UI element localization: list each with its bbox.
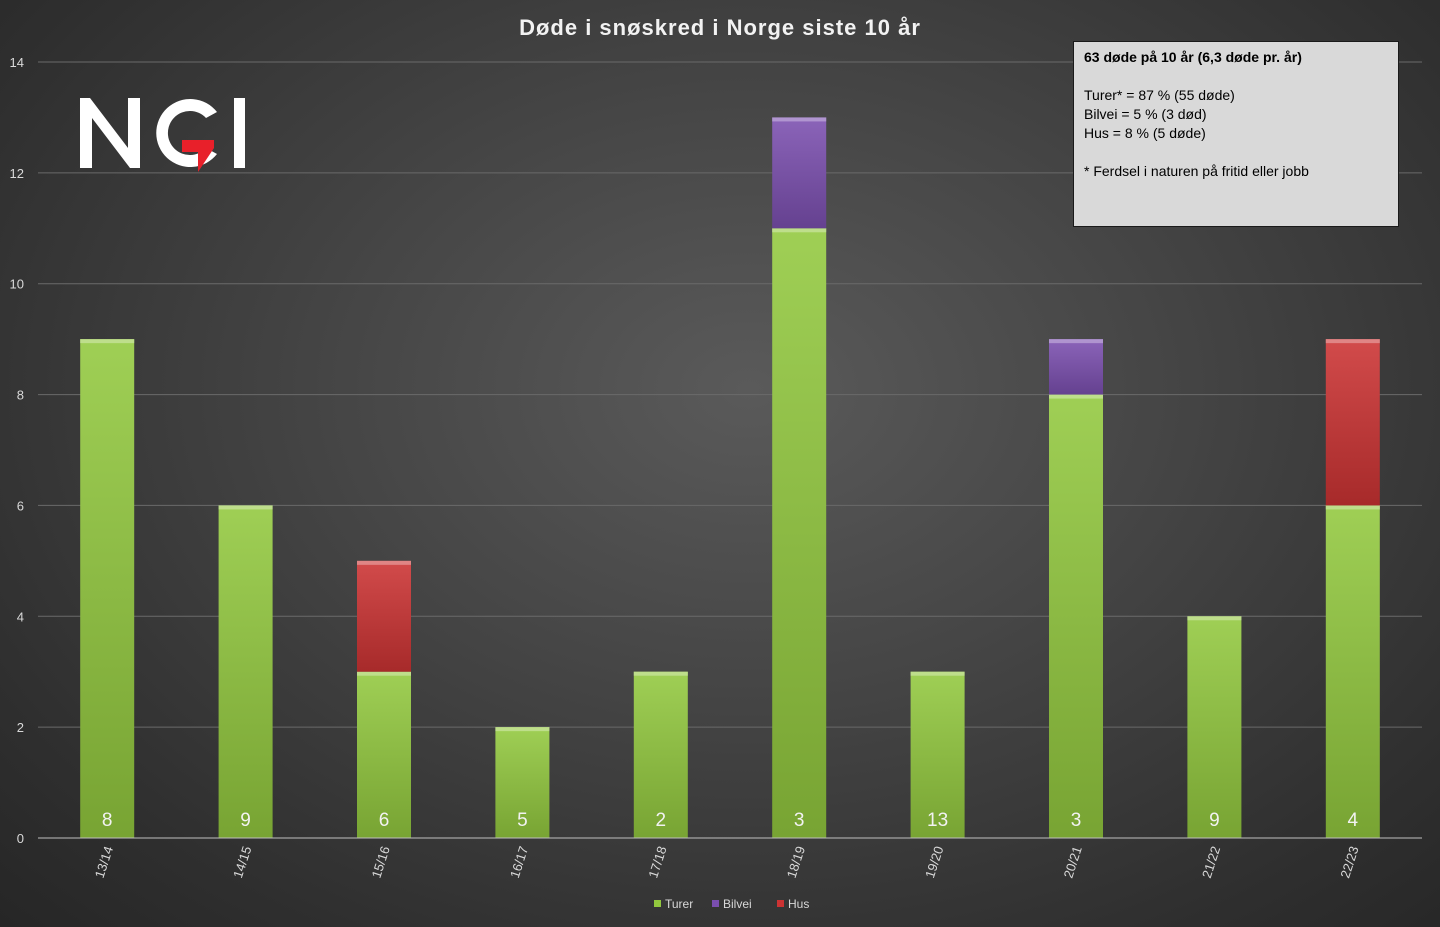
- legend-swatch-turer: [654, 900, 661, 907]
- x-tick-label: 14/15: [230, 844, 254, 880]
- bar-data-label: 13: [927, 810, 948, 831]
- bar-top-highlight: [772, 117, 827, 122]
- bar-turer-22-23: [1325, 505, 1380, 838]
- bar-bilvei-18-19: [772, 117, 827, 229]
- x-tick-label: 18/19: [784, 844, 808, 880]
- x-tick-label: 15/16: [369, 844, 393, 880]
- bar-data-label: 2: [656, 810, 667, 831]
- bar-top-highlight: [80, 339, 135, 344]
- y-tick-label: 14: [10, 55, 24, 70]
- bar-hus-15-16: [357, 560, 411, 672]
- x-tick-label: 16/17: [507, 844, 531, 880]
- bar-turer-16-17: [495, 727, 550, 838]
- x-tick-label: 20/21: [1061, 844, 1085, 880]
- y-tick-label: 0: [17, 831, 24, 846]
- legend-label-hus: Hus: [788, 897, 809, 911]
- x-tick-label: 22/23: [1337, 844, 1361, 880]
- legend-swatch-hus: [777, 900, 784, 907]
- bar-top-highlight: [1325, 505, 1380, 510]
- bar-top-highlight: [1325, 339, 1380, 344]
- bar-bilvei-20-21: [1049, 339, 1103, 395]
- bar-top-highlight: [633, 671, 688, 676]
- bar-turer-15-16: [357, 671, 411, 838]
- y-axis-ticks: 0 2 4 6 8 10 12 14: [10, 55, 24, 846]
- bar-turer-13-14: [80, 339, 135, 838]
- bar-data-label: 5: [517, 810, 528, 831]
- y-tick-label: 4: [17, 609, 24, 624]
- info-line-hus: Hus = 8 % (5 døde): [1084, 125, 1206, 141]
- y-tick-label: 10: [10, 277, 24, 292]
- x-tick-label: 17/18: [645, 844, 669, 880]
- x-tick-label: 13/14: [92, 844, 116, 880]
- y-tick-label: 6: [17, 498, 24, 513]
- info-heading: 63 døde på 10 år (6,3 døde pr. år): [1084, 49, 1302, 65]
- info-line-bilvei: Bilvei = 5 % (3 død): [1084, 106, 1207, 122]
- bar-hus-22-23: [1325, 339, 1380, 506]
- info-line-turer: Turer* = 87 % (55 døde): [1084, 87, 1235, 103]
- bar-data-label: 9: [1209, 810, 1220, 831]
- bar-turer-14-15: [218, 505, 273, 838]
- bar-data-label: 6: [379, 810, 390, 831]
- ngi-logo: [78, 92, 250, 174]
- bar-top-highlight: [910, 671, 965, 676]
- bar-turer-20-21: [1049, 394, 1103, 838]
- bar-turer-21-22: [1187, 616, 1242, 838]
- info-footnote: * Ferdsel i naturen på fritid eller jobb: [1084, 163, 1309, 179]
- bar-top-highlight: [218, 505, 273, 510]
- y-tick-label: 8: [17, 388, 24, 403]
- legend-label-turer: Turer: [665, 897, 693, 911]
- ngi-logo-icon: [80, 98, 245, 172]
- legend: Turer Bilvei Hus: [654, 897, 809, 911]
- legend-swatch-bilvei: [712, 900, 719, 907]
- x-tick-label: 19/20: [922, 844, 946, 880]
- chart-title: Døde i snøskred i Norge siste 10 år: [519, 15, 921, 40]
- bar-turer-17-18: [633, 671, 688, 838]
- bar-data-label: 4: [1348, 810, 1359, 831]
- bar-data-label: 8: [102, 810, 113, 831]
- bar-top-highlight: [1049, 339, 1103, 344]
- bar-data-label: 3: [1071, 810, 1082, 831]
- y-tick-label: 12: [10, 166, 24, 181]
- bar-top-highlight: [772, 228, 827, 233]
- bar-turer-18-19: [772, 228, 827, 839]
- bar-data-label: 9: [240, 810, 251, 831]
- bar-top-highlight: [495, 727, 550, 732]
- x-axis-ticks: 13/14 14/15 15/16 16/17 17/18 18/19 19/20 20/21…: [92, 844, 1362, 880]
- bar-top-highlight: [1049, 394, 1103, 399]
- info-box: 63 døde på 10 år (6,3 døde pr. år) Turer…: [1073, 41, 1399, 227]
- bar-data-label: 3: [794, 810, 805, 831]
- bar-top-highlight: [1187, 616, 1242, 621]
- legend-label-bilvei: Bilvei: [723, 897, 752, 911]
- bar-top-highlight: [357, 560, 411, 565]
- bars: 8 9 6 5 2 3 13 3 9 4: [80, 117, 1380, 839]
- bar-turer-19-20: [910, 671, 965, 838]
- x-tick-label: 21/22: [1199, 844, 1223, 880]
- y-tick-label: 2: [17, 720, 24, 735]
- bar-top-highlight: [357, 671, 411, 676]
